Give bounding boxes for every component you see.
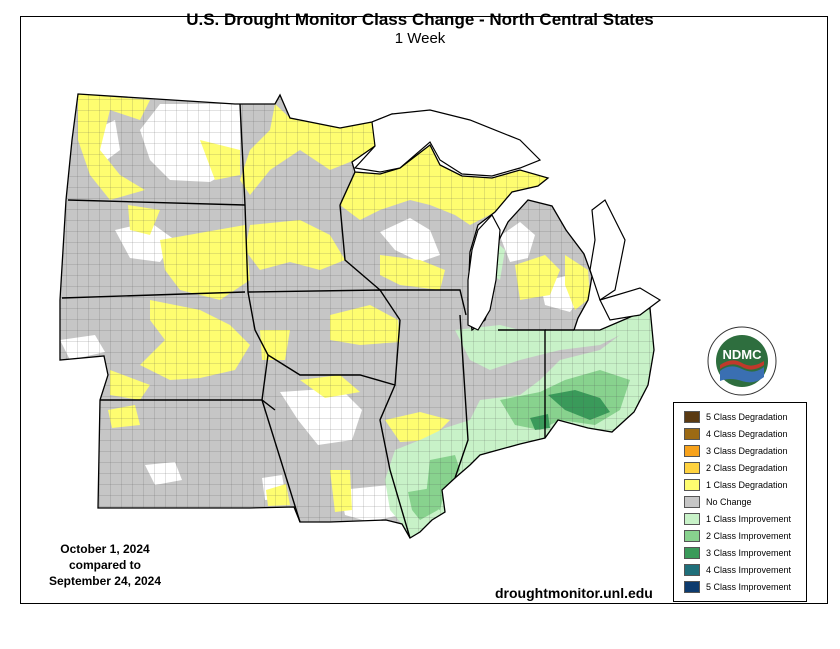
legend-item: 2 Class Degradation (684, 462, 788, 474)
legend-item: 5 Class Degradation (684, 411, 788, 423)
legend-label: 1 Class Improvement (706, 514, 792, 524)
map-title: U.S. Drought Monitor Class Change - Nort… (186, 10, 654, 29)
date-comparison: October 1, 2024 compared to September 24… (30, 541, 180, 589)
legend-item: 1 Class Improvement (684, 513, 791, 525)
legend-label: 5 Class Improvement (706, 582, 792, 592)
legend-swatch (684, 479, 700, 491)
map-subtitle: 1 Week (394, 30, 446, 47)
ndmc-logo: NDMC (707, 326, 777, 396)
legend-item: 5 Class Improvement (684, 581, 791, 593)
legend-label: 5 Class Degradation (706, 412, 788, 422)
legend: 5 Class Degradation 4 Class Degradation 3 … (673, 402, 807, 602)
legend-label: No Change (706, 497, 752, 507)
change-areas (60, 94, 654, 538)
legend-label: 2 Class Improvement (706, 531, 792, 541)
state-boundaries (61, 103, 574, 539)
previous-date: September 24, 2024 (48, 574, 162, 588)
legend-item: 4 Class Improvement (684, 564, 791, 576)
legend-label: 3 Class Improvement (706, 548, 792, 558)
legend-swatch (684, 564, 700, 576)
legend-item: No Change (684, 496, 752, 508)
legend-item: 1 Class Degradation (684, 479, 788, 491)
logo-text: NDMC (723, 347, 763, 362)
legend-label: 4 Class Degradation (706, 429, 788, 439)
legend-swatch (684, 547, 700, 559)
legend-swatch (684, 428, 700, 440)
lake-huron (589, 199, 626, 301)
legend-label: 1 Class Degradation (706, 480, 788, 490)
current-date: October 1, 2024 (60, 542, 150, 556)
great-lakes (353, 109, 662, 331)
source-url[interactable]: droughtmonitor.unl.edu (495, 585, 653, 601)
legend-item: 2 Class Improvement (684, 530, 791, 542)
lake-erie (599, 287, 662, 321)
compared-to-label: compared to (68, 558, 141, 572)
legend-label: 3 Class Degradation (706, 446, 788, 456)
legend-item: 3 Class Degradation (684, 445, 788, 457)
legend-label: 4 Class Improvement (706, 565, 792, 575)
legend-swatch (684, 530, 700, 542)
legend-item: 4 Class Degradation (684, 428, 788, 440)
legend-item: 3 Class Improvement (684, 547, 791, 559)
legend-swatch (684, 581, 700, 593)
legend-label: 2 Class Degradation (706, 463, 788, 473)
legend-swatch (684, 462, 700, 474)
lake-michigan (467, 213, 501, 331)
legend-swatch (684, 411, 700, 423)
legend-swatch (684, 496, 700, 508)
lake-superior (353, 109, 542, 177)
legend-swatch (684, 445, 700, 457)
legend-swatch (684, 513, 700, 525)
